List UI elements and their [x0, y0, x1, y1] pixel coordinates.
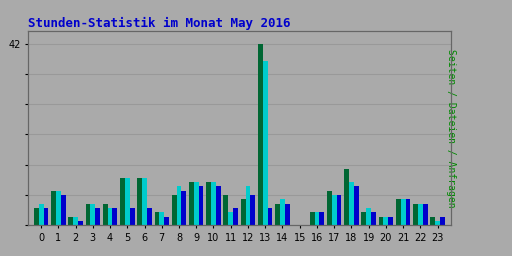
Bar	[78, 221, 83, 225]
Bar	[194, 182, 199, 225]
Bar	[147, 208, 152, 225]
Bar	[86, 204, 91, 225]
Bar	[181, 191, 186, 225]
Bar	[258, 44, 263, 225]
Bar	[44, 208, 48, 225]
Bar	[103, 204, 108, 225]
Bar	[327, 191, 332, 225]
Bar	[224, 195, 228, 225]
Bar	[206, 182, 211, 225]
Bar	[418, 204, 423, 225]
Bar	[189, 182, 194, 225]
Bar	[108, 208, 113, 225]
Bar	[233, 208, 238, 225]
Bar	[155, 212, 159, 225]
Bar	[396, 199, 401, 225]
Bar	[285, 204, 290, 225]
Bar	[361, 212, 366, 225]
Bar	[354, 186, 359, 225]
Bar	[406, 199, 411, 225]
Bar	[61, 195, 66, 225]
Bar	[280, 199, 285, 225]
Bar	[56, 191, 61, 225]
Bar	[241, 199, 246, 225]
Bar	[336, 195, 342, 225]
Bar	[388, 217, 393, 225]
Bar	[95, 208, 100, 225]
Bar	[310, 212, 314, 225]
Bar	[51, 191, 56, 225]
Bar	[423, 204, 428, 225]
Bar	[125, 178, 130, 225]
Bar	[164, 217, 169, 225]
Bar	[68, 217, 73, 225]
Bar	[349, 182, 354, 225]
Bar	[401, 199, 406, 225]
Bar	[130, 208, 135, 225]
Bar	[371, 212, 376, 225]
Bar	[431, 217, 435, 225]
Bar	[366, 208, 371, 225]
Bar	[440, 217, 445, 225]
Bar	[199, 186, 203, 225]
Bar	[159, 212, 164, 225]
Bar	[275, 204, 280, 225]
Bar	[211, 182, 216, 225]
Bar	[383, 217, 388, 225]
Bar	[319, 212, 324, 225]
Bar	[263, 61, 268, 225]
Bar	[120, 178, 125, 225]
Bar	[73, 217, 78, 225]
Bar	[216, 186, 221, 225]
Bar	[246, 186, 250, 225]
Bar	[39, 204, 44, 225]
Bar	[228, 212, 233, 225]
Bar	[113, 208, 117, 225]
Bar	[91, 204, 95, 225]
Bar	[142, 178, 147, 225]
Bar	[268, 208, 272, 225]
Bar	[172, 195, 177, 225]
Bar	[435, 221, 440, 225]
Bar	[344, 169, 349, 225]
Bar	[413, 204, 418, 225]
Bar	[137, 178, 142, 225]
Bar	[332, 195, 336, 225]
Y-axis label: Seiten / Dateien / Anfragen: Seiten / Dateien / Anfragen	[446, 49, 456, 207]
Bar	[177, 186, 181, 225]
Bar	[314, 212, 319, 225]
Bar	[250, 195, 255, 225]
Bar	[379, 217, 383, 225]
Text: Stunden-Statistik im Monat May 2016: Stunden-Statistik im Monat May 2016	[28, 16, 291, 29]
Bar	[34, 208, 39, 225]
